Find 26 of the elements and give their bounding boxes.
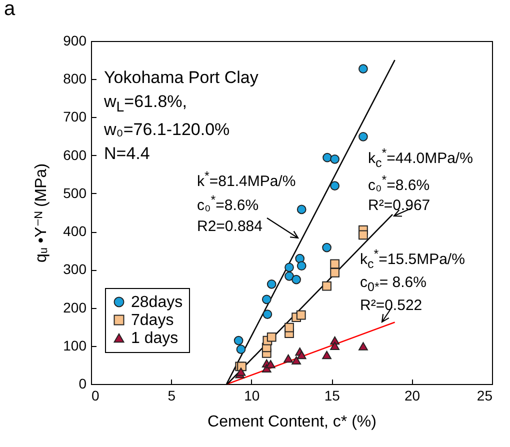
y-tick-label: 100 <box>63 337 87 354</box>
x-tick-label: 20 <box>404 388 420 404</box>
annotation: Yokohama Port Clay w$_{L}$=61.8%, w₀=76.1-120.0% N=4.4 <box>104 67 258 165</box>
x-tick-label: 15 <box>324 388 340 404</box>
x-tick-label: 25 <box>476 388 493 404</box>
y-tick-label: 200 <box>63 299 87 316</box>
x-axis-title: Cement Content, c* (%) <box>208 414 376 430</box>
y-tick-label: 500 <box>63 184 87 201</box>
y-tick-label: 800 <box>63 70 87 87</box>
y-tick-label: 900 <box>63 32 87 48</box>
legend-label: 7days <box>131 312 174 329</box>
x-tick-label: 0 <box>92 388 100 404</box>
annotation: k$^{*}$=81.4MPa/% c₀$^{*}$=8.6% R2=0.884 <box>197 168 296 236</box>
annotation: k$_{c}$$^{*}$=15.5MPa/% c$_{0*}$= 8.6% R²=0.522 <box>360 246 465 316</box>
y-axis-title: qᵤ •Y⁻ᴺ (MPa) <box>33 163 50 263</box>
x-tick-label: 5 <box>168 388 176 404</box>
chart-title: a <box>4 0 16 21</box>
y-tick-label: 600 <box>63 146 87 163</box>
y-tick-label: 0 <box>78 376 87 392</box>
legend-label: 1 days <box>131 330 178 347</box>
x-tick-label: 10 <box>244 388 260 404</box>
y-tick-label: 700 <box>63 108 87 125</box>
y-tick-label: 300 <box>63 261 87 278</box>
legend-label: 28days <box>131 294 183 311</box>
annotation: k$_{c}$$^{*}$=44.0MPa/% c₀$^{*}$=8.6% R²=0.967 <box>368 145 473 216</box>
y-tick-label: 400 <box>63 223 87 240</box>
